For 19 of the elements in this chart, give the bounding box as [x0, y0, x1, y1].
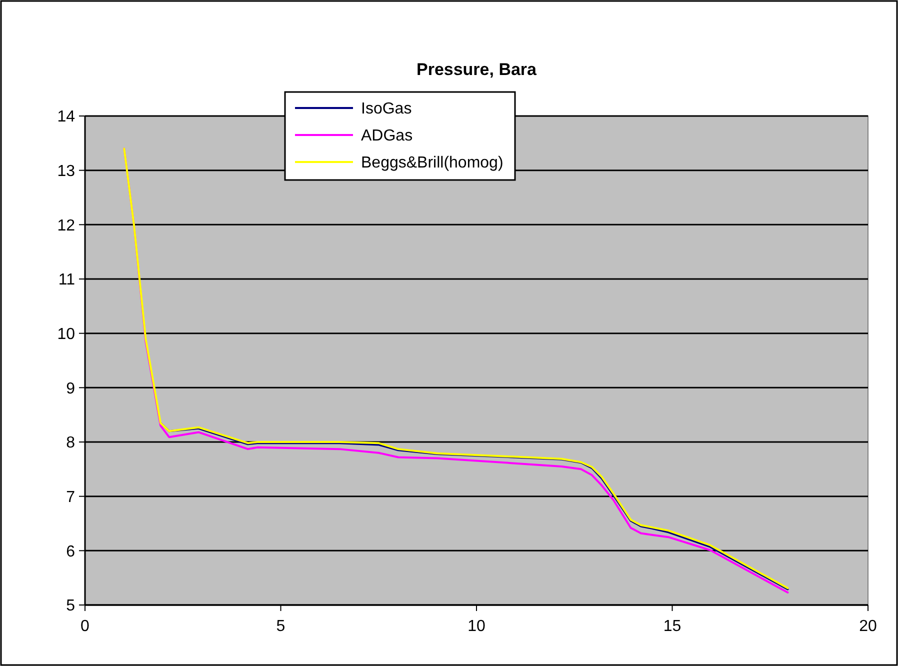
- y-tick-label: 12: [57, 217, 76, 234]
- chart-title: Pressure, Bara: [416, 60, 538, 79]
- y-tick-label: 5: [66, 598, 76, 615]
- y-tick-label: 13: [57, 162, 76, 180]
- x-tick-label: 10: [468, 618, 486, 635]
- x-tick-label: 20: [859, 618, 877, 635]
- y-tick-label: 7: [66, 488, 76, 506]
- legend-label: IsoGas: [361, 100, 412, 118]
- y-tick-label: 14: [57, 108, 76, 126]
- y-tick-label: 8: [66, 434, 76, 452]
- y-tick-label: 10: [57, 326, 76, 343]
- y-tick-label: 6: [66, 543, 76, 560]
- legend-label: ADGas: [361, 128, 413, 145]
- y-tick-label: 11: [58, 272, 76, 289]
- x-tick-label: 5: [276, 618, 286, 635]
- y-tick-label: 9: [66, 380, 76, 398]
- x-tick-label: 0: [80, 618, 90, 635]
- legend-label: Beggs&Brill(homog): [361, 154, 504, 172]
- x-tick-label: 15: [663, 618, 682, 635]
